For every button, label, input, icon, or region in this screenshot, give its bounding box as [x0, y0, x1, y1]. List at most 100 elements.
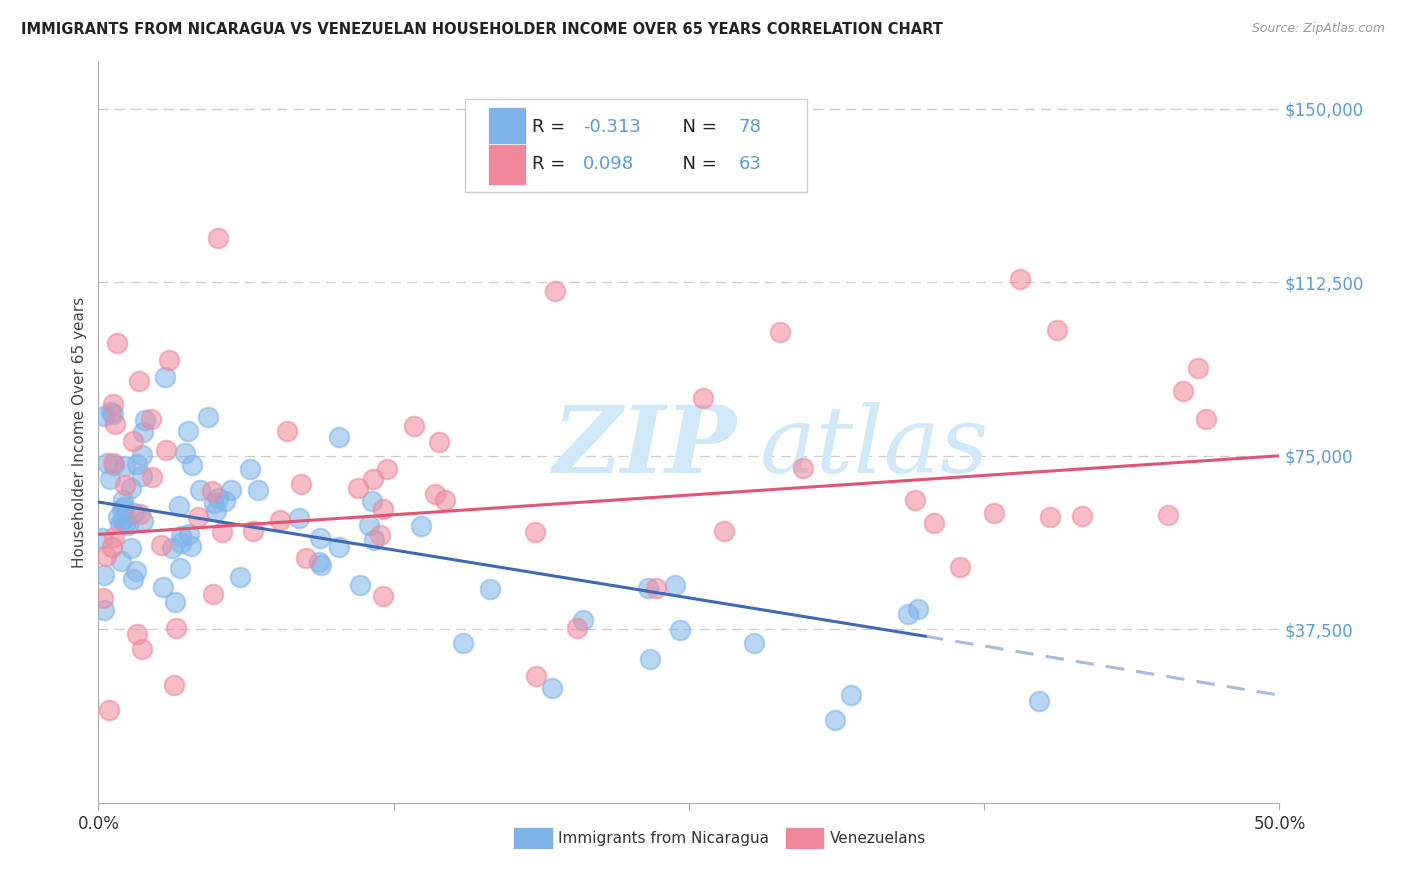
Point: [169, 536, 191, 550]
Text: atlas: atlas: [759, 402, 990, 492]
Y-axis label: Householder Income Over 65 years: Householder Income Over 65 years: [72, 297, 87, 568]
Point: [173, 446, 195, 460]
Point: [125, 627, 148, 641]
Point: [664, 578, 686, 592]
Point: [201, 587, 224, 601]
Point: [427, 435, 450, 450]
Text: ZIP: ZIP: [553, 402, 737, 492]
Point: [983, 507, 1005, 521]
Point: [165, 594, 187, 608]
Point: [98, 472, 121, 486]
Point: [170, 529, 193, 543]
Point: [637, 581, 659, 595]
Point: [221, 483, 243, 497]
Point: [544, 284, 567, 298]
Point: [897, 607, 920, 622]
Text: Source: ZipAtlas.com: Source: ZipAtlas.com: [1251, 22, 1385, 36]
Point: [1038, 509, 1060, 524]
Point: [638, 651, 661, 665]
Point: [101, 407, 124, 421]
Point: [375, 462, 398, 476]
Point: [94, 549, 117, 563]
Point: [540, 681, 562, 695]
Text: R =: R =: [531, 118, 571, 136]
Point: [177, 424, 200, 438]
Point: [155, 442, 177, 457]
Point: [669, 623, 692, 637]
Point: [524, 524, 547, 539]
Point: [1187, 361, 1209, 376]
Point: [152, 580, 174, 594]
Point: [246, 483, 269, 498]
Point: [451, 636, 474, 650]
Point: [105, 336, 128, 351]
Point: [150, 538, 173, 552]
Point: [360, 493, 382, 508]
Point: [328, 540, 350, 554]
Point: [308, 555, 330, 569]
Point: [157, 353, 180, 368]
Point: [97, 703, 120, 717]
Point: [125, 457, 148, 471]
Text: IMMIGRANTS FROM NICARAGUA VS VENEZUELAN HOUSEHOLDER INCOME OVER 65 YEARS CORRELA: IMMIGRANTS FROM NICARAGUA VS VENEZUELAN …: [21, 22, 943, 37]
Point: [1046, 323, 1069, 337]
Point: [93, 603, 115, 617]
Point: [239, 462, 262, 476]
Point: [112, 492, 135, 507]
Point: [269, 513, 291, 527]
Point: [93, 409, 115, 424]
Point: [202, 496, 225, 510]
Point: [134, 412, 156, 426]
Point: [122, 434, 145, 448]
Point: [122, 572, 145, 586]
Text: 78: 78: [738, 118, 762, 136]
Point: [713, 524, 735, 538]
Point: [373, 502, 395, 516]
Point: [163, 678, 186, 692]
Point: [276, 424, 298, 438]
Point: [214, 493, 236, 508]
Point: [141, 469, 163, 483]
Point: [200, 483, 222, 498]
Point: [120, 541, 142, 555]
Point: [93, 567, 115, 582]
Point: [309, 531, 332, 545]
Point: [211, 525, 233, 540]
Point: [111, 502, 134, 516]
Point: [160, 541, 183, 556]
FancyBboxPatch shape: [488, 107, 526, 147]
Point: [114, 478, 136, 492]
Point: [112, 500, 135, 514]
Point: [229, 569, 252, 583]
Text: N =: N =: [671, 155, 723, 173]
Point: [131, 449, 153, 463]
Point: [131, 469, 153, 483]
Point: [922, 516, 945, 530]
Point: [153, 370, 176, 384]
Point: [1010, 271, 1032, 285]
Point: [204, 503, 226, 517]
Point: [96, 456, 118, 470]
Text: R =: R =: [531, 155, 571, 173]
Point: [287, 511, 309, 525]
Point: [1028, 694, 1050, 708]
Point: [103, 458, 125, 473]
Point: [290, 477, 312, 491]
Point: [114, 516, 136, 531]
Text: 0.098: 0.098: [582, 155, 634, 173]
Point: [423, 486, 446, 500]
Point: [349, 577, 371, 591]
Point: [242, 524, 264, 539]
Point: [110, 554, 132, 568]
Point: [187, 510, 209, 524]
Point: [181, 458, 204, 473]
Point: [1071, 509, 1094, 524]
Point: [309, 558, 332, 572]
FancyBboxPatch shape: [464, 99, 807, 192]
Point: [904, 492, 927, 507]
Point: [167, 499, 190, 513]
Point: [565, 621, 588, 635]
Point: [165, 620, 187, 634]
Point: [363, 533, 385, 547]
Point: [124, 506, 146, 520]
